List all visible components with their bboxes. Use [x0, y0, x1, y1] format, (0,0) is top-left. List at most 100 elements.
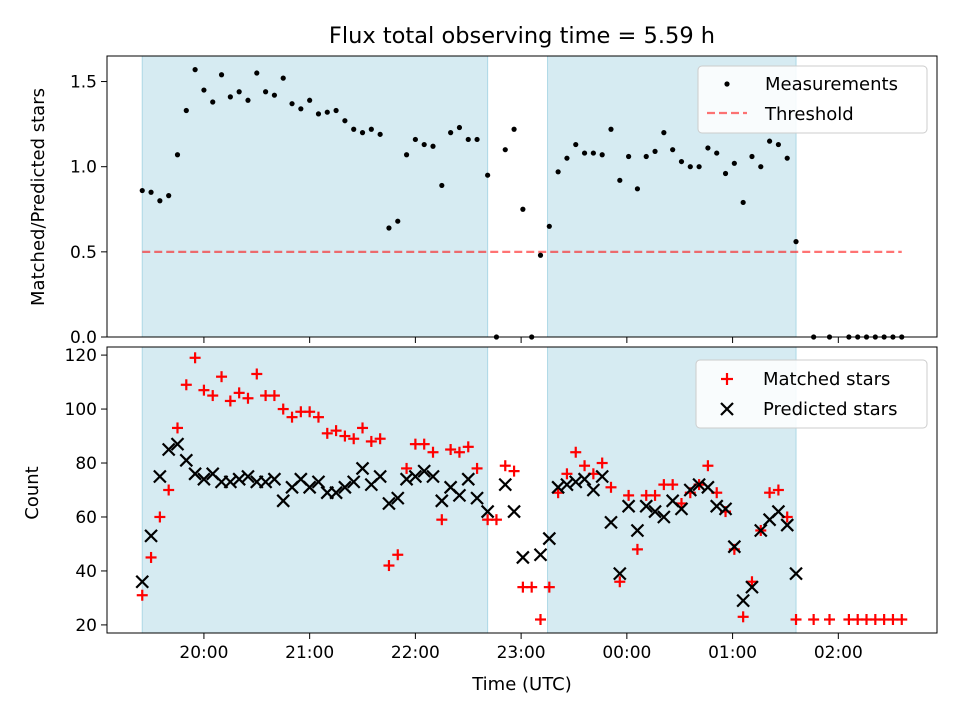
matched-star-point — [614, 576, 626, 588]
matched-star-point — [145, 551, 157, 563]
measurement-point — [166, 193, 172, 199]
predicted-star-point — [161, 442, 176, 457]
matched-star-point — [490, 514, 502, 526]
predicted-star-point — [709, 499, 724, 513]
measurement-point — [652, 148, 658, 154]
measurement-point — [307, 97, 313, 103]
measurement-point — [183, 107, 189, 114]
bottom-panel: 20 40 60 80 100 120 20:00 21:00 22:00 23:00 00:00… — [22, 346, 938, 695]
matched-star-point — [790, 614, 802, 626]
predicted-star-point — [153, 469, 167, 484]
measurement-point — [351, 126, 357, 132]
x-tick-label: 22:00 — [391, 643, 440, 663]
measurement-point — [395, 218, 401, 224]
top-panel: 0.0 0.5 1.0 1.5 Matched/Predicted stars Mea… — [28, 55, 938, 348]
matched-star-point — [251, 368, 263, 380]
predicted-star-point — [258, 475, 273, 489]
legend-measurements-label: Measurements — [765, 74, 898, 95]
matched-star-point — [198, 384, 210, 396]
predicted-star-point — [498, 477, 513, 492]
measurement-point — [448, 130, 454, 136]
measurement-point — [599, 152, 605, 158]
y-tick-label: 1.5 — [70, 73, 97, 93]
matched-star-point — [445, 444, 457, 456]
x-tick-label: 20:00 — [179, 643, 228, 663]
matched-star-point — [702, 460, 714, 472]
measurement-point — [174, 152, 181, 158]
top-y-ticks: 0.0 0.5 1.0 1.5 — [70, 73, 107, 348]
matched-star-point — [561, 468, 573, 480]
predicted-star-point — [533, 547, 548, 562]
matched-star-point — [746, 576, 758, 588]
matched-star-point — [453, 446, 465, 458]
matched-star-point — [330, 425, 342, 437]
predicted-star-point — [188, 467, 202, 481]
predicted-star-point — [630, 523, 645, 538]
measurement-point — [731, 160, 737, 166]
matched-star-point — [535, 614, 547, 626]
matched-star-point — [772, 484, 784, 496]
legend-measurements-marker — [724, 81, 730, 87]
measurement-point — [687, 164, 693, 170]
measurement-point — [227, 94, 233, 100]
predicted-star-point — [771, 504, 786, 519]
y-tick-label: 120 — [65, 346, 97, 366]
predicted-star-point — [435, 494, 449, 508]
bottom-shaded-regions — [141, 346, 797, 634]
matched-star-point — [427, 446, 439, 458]
measurement-point — [643, 153, 649, 160]
predicted-star-point — [621, 499, 636, 513]
measurement-point — [157, 198, 163, 204]
matched-star-point — [304, 406, 316, 418]
predicted-star-point — [780, 518, 794, 532]
measurement-point — [280, 75, 286, 81]
predicted-star-point — [355, 461, 370, 476]
predicted-star-point — [417, 464, 431, 478]
measurement-point — [573, 141, 579, 148]
measurement-point — [262, 89, 269, 95]
predicted-star-point — [683, 483, 698, 497]
y-tick-label: 100 — [65, 400, 97, 420]
measurement-point — [412, 136, 418, 143]
predicted-star-point — [692, 477, 706, 492]
measurement-point — [485, 172, 491, 178]
predicted-star-point — [577, 472, 592, 486]
predicted-star-point — [346, 475, 361, 489]
predicted-star-point — [604, 515, 618, 530]
predicted-star-point — [701, 480, 715, 495]
predicted-star-point — [657, 510, 671, 524]
measurement-point — [218, 72, 225, 78]
matched-star-point — [136, 589, 148, 601]
matched-star-point — [383, 560, 395, 572]
measurement-point — [201, 87, 207, 93]
measurement-point — [271, 92, 278, 98]
measurement-point — [456, 124, 463, 131]
matched-star-point — [526, 581, 538, 593]
measurement-point — [581, 150, 588, 156]
predicted-star-point — [311, 475, 326, 489]
predicted-star-point — [595, 469, 609, 484]
measurement-point — [403, 152, 410, 158]
measurement-point — [511, 126, 517, 132]
measurement-point — [368, 126, 374, 132]
matched-star-point — [462, 441, 474, 453]
matched-star-point — [543, 581, 555, 593]
measurement-point — [298, 106, 304, 112]
measurement-point — [333, 107, 339, 114]
measurement-point — [705, 145, 711, 151]
matched-star-point — [321, 427, 333, 439]
measurement-point — [634, 186, 641, 192]
measurement-point — [564, 155, 570, 161]
matched-star-point — [374, 433, 386, 445]
matched-star-point — [224, 395, 236, 407]
predicted-star-point — [470, 491, 484, 505]
y-tick-label: 80 — [75, 454, 97, 474]
chart-title: Flux total observing time = 5.59 h — [329, 23, 715, 49]
predicted-star-point — [560, 477, 574, 492]
measurement-point — [342, 118, 348, 124]
measurement-point — [520, 206, 526, 212]
measurement-point — [139, 187, 145, 194]
predicted-star-point — [302, 480, 317, 495]
legend-predicted-marker — [720, 402, 734, 416]
measurement-point — [386, 225, 392, 231]
